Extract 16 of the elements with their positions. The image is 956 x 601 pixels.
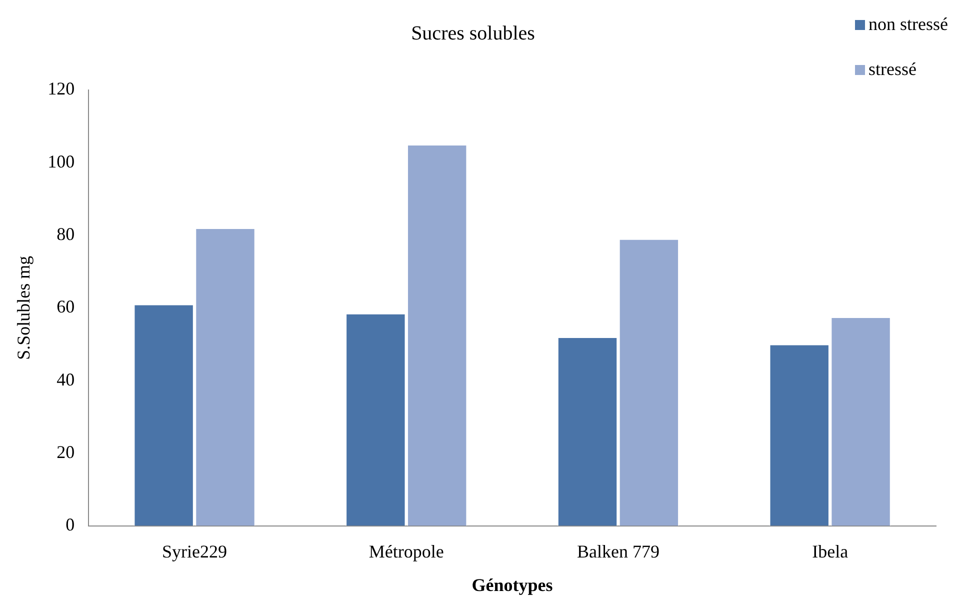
y-tick-label: 100 [48,151,75,172]
y-tick-label: 20 [56,442,75,462]
x-tick-label: Syrie229 [162,541,228,562]
x-tick-label: Ibela [812,541,848,562]
y-tick-label: 40 [56,369,75,390]
y-axis-title: S.Solubles mg [14,256,34,360]
legend-label: stressé [868,59,916,80]
x-tick-label: Balken 779 [576,541,660,562]
y-tick-label: 60 [56,296,75,317]
chart-title: Sucres solubles [411,22,536,44]
x-axis-title: Génotypes [472,574,553,595]
y-tick-label: 0 [66,514,75,535]
x-tick-label: Métropole [368,541,444,562]
y-tick-label: 80 [56,224,75,244]
y-tick-label: 120 [48,78,75,99]
legend-label: non stressé [868,14,948,35]
